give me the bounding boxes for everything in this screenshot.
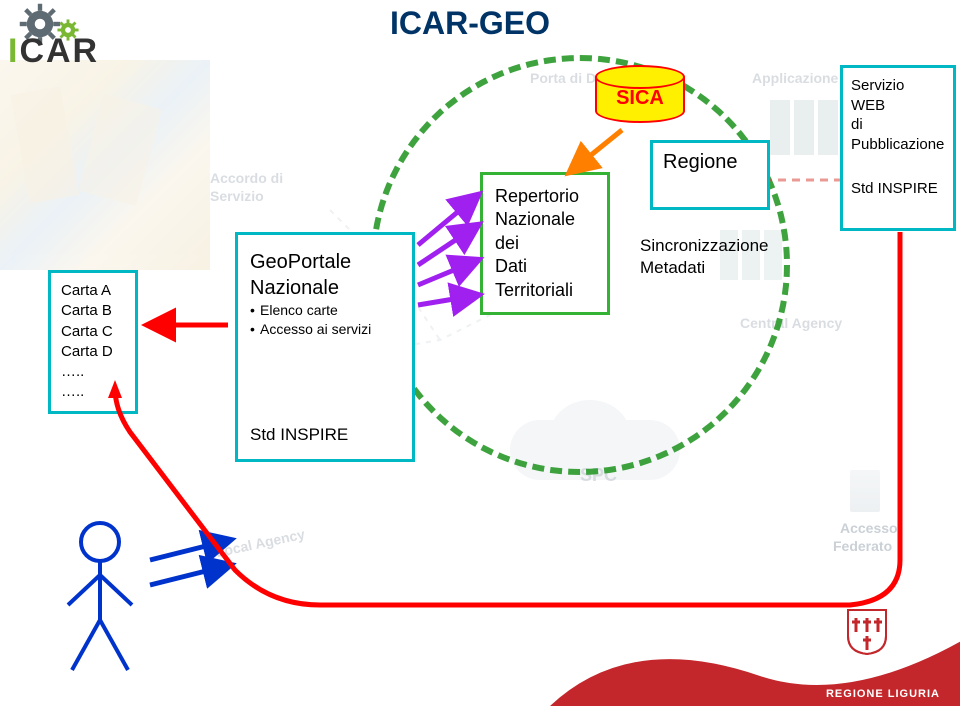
- liguria-crest-icon: [844, 606, 890, 656]
- geoportale-footer: Std INSPIRE: [250, 425, 348, 445]
- bg-label-federato: Federato: [833, 538, 892, 554]
- carte-item: Carta B: [61, 301, 125, 321]
- service-line: Servizio: [851, 76, 945, 96]
- repertorio-line: Repertorio: [495, 185, 595, 208]
- bg-label-accesso: Accesso: [840, 520, 898, 536]
- geoportale-title-2: Nazionale: [250, 275, 400, 301]
- bg-label-app: Applicazione: [752, 70, 838, 86]
- page-title: ICAR-GEO: [390, 5, 550, 42]
- geoportale-title-1: GeoPortale: [250, 249, 400, 275]
- carte-item: Carta D: [61, 342, 125, 362]
- geoportale-bullet: Accesso ai servizi: [250, 320, 400, 339]
- geoportale-box: GeoPortale Nazionale Elenco carte Access…: [235, 232, 415, 462]
- bg-label-servizio: Servizio: [210, 188, 264, 204]
- bg-label-accordo: Accordo di: [210, 170, 283, 186]
- regione-liguria-text: REGIONE LIGURIA: [826, 688, 940, 700]
- bg-label-central: Central Agency: [740, 315, 842, 331]
- carte-list-box: Carta A Carta B Carta C Carta D ….. …..: [48, 270, 138, 414]
- repertorio-box: Repertorio Nazionale dei Dati Territoria…: [480, 172, 610, 315]
- logo-text: CAR: [19, 32, 99, 70]
- repertorio-line: Territoriali: [495, 279, 595, 302]
- bg-cloud-spc: [510, 400, 680, 490]
- servizio-web-box: Servizio WEB di Pubblicazione Std INSPIR…: [840, 65, 956, 231]
- service-line: Pubblicazione: [851, 135, 945, 155]
- icar-logo: ICAR: [8, 6, 99, 45]
- repertorio-line: Dati: [495, 255, 595, 278]
- service-line: WEB: [851, 96, 945, 116]
- sync-line: Sincronizzazione: [640, 235, 769, 257]
- repertorio-line: dei: [495, 232, 595, 255]
- geoportale-bullet: Elenco carte: [250, 301, 400, 320]
- sync-label: Sincronizzazione Metadati: [640, 235, 769, 279]
- service-line: di: [851, 115, 945, 135]
- carte-item: …..: [61, 382, 125, 402]
- sica-cylinder: SICA: [595, 65, 685, 125]
- repertorio-line: Nazionale: [495, 208, 595, 231]
- regione-box: Regione: [650, 140, 770, 210]
- stick-figure-icon: [60, 520, 170, 690]
- regione-label: Regione: [663, 151, 757, 174]
- sica-label: SICA: [595, 87, 685, 110]
- service-footer: Std INSPIRE: [851, 180, 938, 197]
- sync-line: Metadati: [640, 257, 769, 279]
- carte-item: Carta A: [61, 281, 125, 301]
- bg-label-local: Local Agency: [214, 526, 306, 560]
- carte-item: Carta C: [61, 322, 125, 342]
- bg-server-federato: [850, 470, 880, 512]
- bg-map-texture: [0, 60, 210, 270]
- carte-item: …..: [61, 362, 125, 382]
